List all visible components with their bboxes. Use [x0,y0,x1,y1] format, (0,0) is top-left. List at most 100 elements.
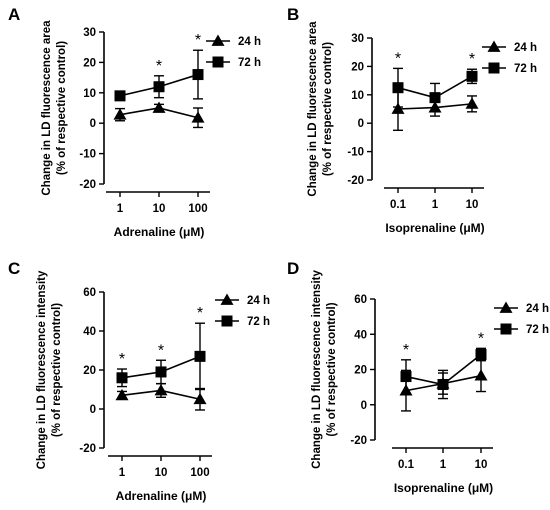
y-tick-label: 30 [351,33,364,45]
x-axis-title: Isoprenaline (μM) [394,481,493,495]
y-tick-label: 0 [90,118,96,130]
legend-label: 72 h [514,63,537,75]
series-72h [116,322,206,391]
data-point-square [155,366,167,378]
data-point-square [392,82,404,94]
y-tick-label: 40 [83,326,96,338]
legend-label: 24 h [247,295,270,307]
series-24h [115,382,207,411]
x-axis-title: Adrenaline (μM) [116,489,207,503]
x-axis-title: Adrenaline (μM) [114,225,205,239]
y-tick-label: 10 [83,88,96,100]
series-72h [114,49,204,102]
y-tick-label: -10 [79,149,96,161]
data-point-triangle [474,369,488,381]
legend: 24 h 72 h [482,40,537,75]
chart-panel-d: D -20 0 20 40 60 0.1 1 10 Isoprenaline (μM) Change… [287,259,549,495]
y-tick-label: 20 [354,365,367,377]
y-tick-label: 30 [83,27,96,39]
panel-letter: B [287,5,299,24]
y-axis-subtitle: (% of respective control) [56,41,68,175]
y-axis-title: Change in LD fluorescence area [41,20,53,196]
x-tick-label: 1 [117,203,124,215]
data-point-triangle [154,383,168,396]
x-tick-label: 1 [119,467,126,479]
significance-asterisk: * [195,32,201,49]
y-axis-title: Change in LD fluorescence area [307,21,319,197]
y-axis-subtitle: (% of respective control) [51,303,63,437]
data-point-square [437,378,449,390]
significance-asterisk: * [119,351,125,368]
legend-label: 72 h [247,316,270,328]
y-tick-label: 0 [358,118,364,130]
significance-asterisk: * [403,342,409,359]
y-tick-label: 60 [83,287,96,299]
data-point-square [192,69,204,81]
data-point-triangle [391,102,405,114]
significance-asterisk: * [197,305,203,322]
legend-label: 24 h [238,36,261,48]
significance-asterisk: * [478,330,484,347]
legend-marker-square [488,62,500,74]
legend-label: 72 h [526,324,549,336]
data-point-triangle [152,101,166,113]
legend: 24 h 72 h [215,293,270,328]
y-tick-label: 10 [351,90,364,102]
data-point-triangle [465,97,479,109]
y-tick-label: -20 [350,435,367,447]
chart-panel-c: C -20 0 20 40 60 1 10 100 Adrenaline (μM) Change i… [8,259,270,503]
significance-asterisk: * [469,51,475,68]
x-tick-label: 1 [432,199,439,211]
y-tick-label: 40 [354,329,367,341]
legend-marker-square [212,56,224,68]
series-24h [113,101,205,129]
y-tick-label: -10 [347,147,364,159]
data-point-square [116,372,128,384]
data-point-square [400,371,412,383]
data-point-triangle [193,392,207,405]
panel-letter: D [287,259,299,278]
x-tick-label: 10 [153,203,166,215]
chart-panel-a: A -20 -10 0 10 20 30 1 10 100 Adrenaline (μM) Chang… [8,5,261,239]
x-tick-label: 100 [188,203,207,215]
significance-asterisk: * [395,50,401,67]
data-point-triangle [191,111,205,123]
data-point-square [153,81,165,93]
y-axis-subtitle: (% of respective control) [322,42,334,176]
legend-label: 72 h [238,57,261,69]
legend: 24 h 72 h [494,301,549,336]
data-point-square [466,70,478,82]
x-tick-label: 10 [466,199,479,211]
y-tick-label: -20 [79,179,96,191]
y-tick-label: -20 [79,443,96,455]
significance-asterisk: * [158,342,164,359]
legend-marker-square [500,323,512,335]
y-tick-label: 0 [361,400,367,412]
legend: 24 h 72 h [206,34,261,69]
x-tick-label: 10 [475,459,488,471]
y-tick-label: 20 [83,365,96,377]
y-axis-subtitle: (% of respective control) [326,302,338,436]
panel-letter: A [8,5,20,24]
significance-asterisk: * [156,58,162,75]
y-axis-title: Change in LD fluorescence intensity [36,270,48,469]
data-point-triangle [115,388,129,401]
legend-label: 24 h [514,42,537,54]
x-tick-label: 100 [190,467,209,479]
legend-marker-triangle [499,301,513,313]
series-72h [392,67,478,113]
data-point-triangle [113,108,127,120]
x-axis-title: Isoprenaline (μM) [385,221,484,235]
y-tick-label: 20 [351,61,364,73]
x-tick-label: 0.1 [390,199,407,211]
legend-marker-square [221,315,233,327]
y-tick-label: -20 [347,175,364,187]
y-tick-label: 0 [90,404,96,416]
x-tick-label: 10 [155,467,168,479]
legend-label: 24 h [526,303,549,315]
data-point-square [114,90,126,102]
data-point-square [194,350,206,362]
legend-marker-triangle [220,293,234,305]
legend-marker-triangle [211,34,225,46]
